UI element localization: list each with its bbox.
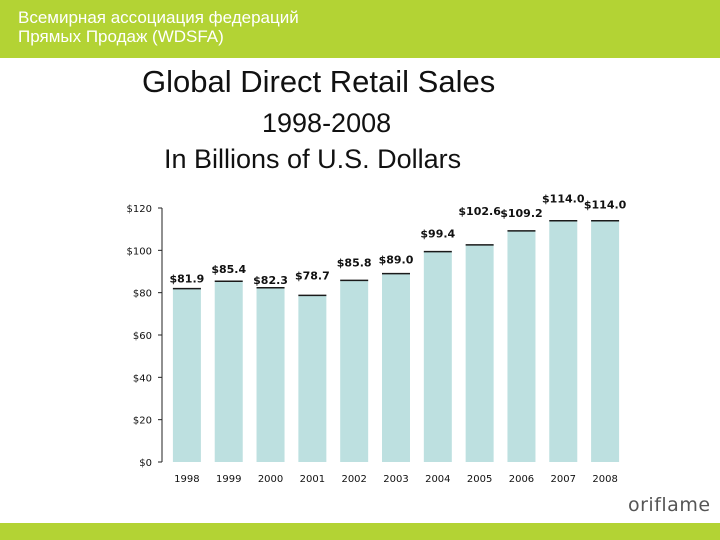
x-tick-label: 2008 bbox=[592, 474, 617, 485]
x-tick-label: 2000 bbox=[258, 474, 283, 485]
data-label: $85.4 bbox=[211, 263, 246, 276]
bar bbox=[298, 295, 327, 462]
oriflame-logo: oriflame bbox=[628, 494, 711, 516]
data-label: $82.3 bbox=[253, 274, 288, 287]
bar bbox=[549, 220, 578, 462]
y-tick-label: $60 bbox=[133, 331, 152, 342]
y-tick-label: $20 bbox=[133, 416, 152, 427]
y-tick-label: $0 bbox=[139, 458, 152, 469]
y-tick-label: $80 bbox=[133, 289, 152, 300]
bar bbox=[340, 280, 369, 462]
bar bbox=[172, 288, 201, 462]
x-tick-label: 2005 bbox=[467, 474, 492, 485]
x-tick-label: 2002 bbox=[341, 474, 366, 485]
header-bar bbox=[0, 0, 720, 58]
footer-bar bbox=[0, 523, 720, 540]
x-tick-label: 2004 bbox=[425, 474, 450, 485]
data-label: $114.0 bbox=[584, 199, 627, 212]
data-label: $102.6 bbox=[458, 205, 501, 218]
x-tick-label: 2007 bbox=[551, 474, 576, 485]
chart-title: Global Direct Retail Sales bbox=[142, 64, 496, 99]
data-label: $81.9 bbox=[170, 273, 205, 286]
bar bbox=[256, 287, 285, 462]
data-label: $78.7 bbox=[295, 269, 330, 282]
x-tick-label: 1999 bbox=[216, 474, 241, 485]
y-tick-label: $100 bbox=[127, 246, 152, 257]
x-tick-label: 2001 bbox=[300, 474, 325, 485]
chart-subtitle-units: In Billions of U.S. Dollars bbox=[164, 144, 462, 174]
header-line-2: Прямых Продаж (WDSFA) bbox=[18, 27, 224, 46]
header-text: Всемирная ассоциация федераций Прямых Пр… bbox=[18, 8, 299, 46]
y-tick-label: $120 bbox=[127, 204, 152, 215]
x-tick-label: 2003 bbox=[383, 474, 408, 485]
data-label: $109.2 bbox=[500, 207, 542, 220]
data-label: $89.0 bbox=[379, 254, 414, 267]
data-label: $114.0 bbox=[542, 193, 585, 206]
chart-subtitle-years: 1998-2008 bbox=[262, 108, 392, 138]
bar bbox=[507, 230, 536, 462]
y-tick-label: $40 bbox=[133, 373, 152, 384]
bar bbox=[423, 251, 452, 462]
data-label: $99.4 bbox=[420, 228, 455, 241]
bar bbox=[382, 273, 410, 462]
bar bbox=[591, 220, 620, 462]
data-label: $85.8 bbox=[337, 256, 372, 269]
header-line-1: Всемирная ассоциация федераций bbox=[18, 8, 299, 27]
bar bbox=[214, 281, 243, 462]
x-tick-label: 2006 bbox=[509, 474, 534, 485]
x-tick-label: 1998 bbox=[174, 474, 199, 485]
bar bbox=[465, 244, 494, 462]
